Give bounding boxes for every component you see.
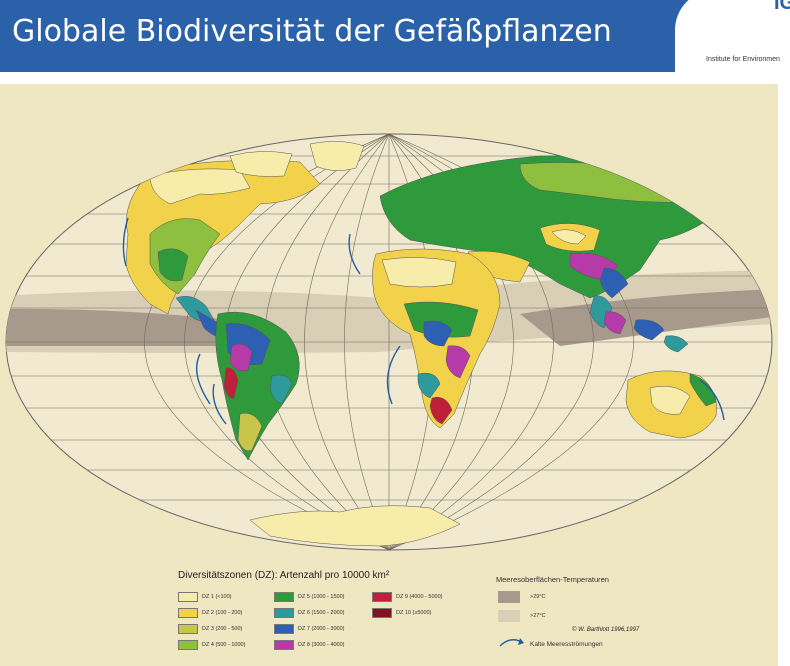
legend-swatch-dz2 (178, 608, 198, 618)
legend-label-dz8: DZ 8 (3000 - 4000) (298, 642, 345, 648)
eurasia (379, 155, 721, 329)
legend-title: Diversitätszonen (DZ): Artenzahl pro 100… (178, 570, 390, 581)
sst-swatch-27 (498, 610, 520, 622)
sst-label-29: >29°C (530, 594, 546, 600)
legend-label-dz7: DZ 7 (2000 - 3000) (298, 626, 345, 632)
legend-label-dz4: DZ 4 (500 - 1000) (202, 642, 246, 648)
page-title: Globale Biodiversität der Gefäßpflanzen (12, 14, 612, 49)
sst-title: Meeresoberflächen-Temperaturen (496, 575, 609, 584)
legend-swatch-dz5 (274, 592, 294, 602)
map-credit: © W. Barthlott 1996,1997 (572, 627, 640, 633)
institute-name: Institute for Environmen (706, 56, 780, 63)
legend-label-dz10: DZ 10 (≥5000) (396, 610, 432, 616)
southeast-asia (603, 311, 689, 353)
sst-29-pacific (6, 308, 230, 346)
antarctica (249, 505, 461, 547)
legend-label-dz2: DZ 2 (100 - 200) (202, 610, 243, 616)
cold-currents (122, 217, 725, 425)
sst-29-west-pacific (520, 289, 772, 346)
legend-label-dz5: DZ 5 (1000 - 1500) (298, 594, 345, 600)
legend-swatch-dz4 (178, 640, 198, 650)
legend-swatch-dz3 (178, 624, 198, 634)
legend-swatch-dz1 (178, 592, 198, 602)
current-label: Kalte Meeresströmungen (530, 641, 603, 648)
institute-logo: IG (774, 0, 790, 14)
legend-swatch-dz6 (274, 608, 294, 618)
africa (372, 248, 501, 429)
sst-label-27: >27°C (530, 613, 546, 619)
logo-box (675, 0, 790, 74)
title-bar: Globale Biodiversität der Gefäßpflanzen (0, 0, 790, 72)
legend-label-dz1: DZ 1 (<100) (202, 594, 232, 600)
legend-label-dz9: DZ 9 (4000 - 5000) (396, 594, 443, 600)
legend-swatch-dz9 (372, 592, 392, 602)
legend-swatch-dz10 (372, 608, 392, 618)
legend-swatch-dz8 (274, 640, 294, 650)
legend-label-dz6: DZ 6 (1500 - 2000) (298, 610, 345, 616)
australia (625, 370, 717, 439)
map-panel: © W. Barthlott 1996,1997 (0, 84, 778, 666)
biodiversity-map (5, 133, 773, 551)
legend-label-dz3: DZ 3 (200 - 500) (202, 626, 243, 632)
sst-swatch-29 (498, 591, 520, 603)
south-america (215, 311, 300, 461)
legend-swatch-dz7 (274, 624, 294, 634)
